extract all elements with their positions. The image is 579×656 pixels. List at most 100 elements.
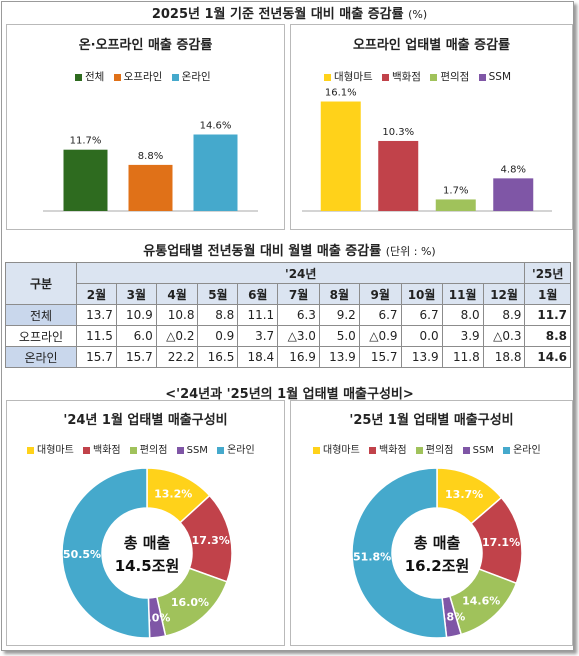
legend-swatch-total	[75, 73, 82, 81]
slice-label-1: 17.1%	[482, 536, 520, 549]
bar-2	[193, 134, 238, 211]
table-cell: 6.0	[115, 325, 157, 347]
bar-label-2: 1.7%	[443, 185, 468, 196]
table-cell: 13.7	[76, 304, 117, 326]
table-corner: 구분	[5, 262, 77, 305]
bar-2	[435, 199, 476, 211]
table-cell: 5.0	[318, 325, 360, 347]
pie-panel-2025: '25년 1월 업태별 매출구성비 대형마트 백화점 편의점 SSM 온라인 1…	[290, 400, 573, 646]
bar-1	[128, 164, 173, 211]
slice-label-0: 13.2%	[154, 488, 192, 501]
online-offline-title: 온·오프라인 매출 증감률	[78, 38, 213, 53]
bar-3	[493, 178, 534, 211]
table-cell: 8.0	[441, 304, 484, 326]
table-cell: △0.9	[358, 325, 402, 347]
legend-swatch-conv	[430, 73, 438, 81]
table-cell: 18.4	[237, 346, 279, 368]
slice-label-4: 50.5%	[63, 548, 101, 561]
month-header: 5월	[197, 283, 239, 305]
table-cell: 6.3	[277, 304, 320, 326]
pie-section-title: <'24년과 '25년의 1월 업태별 매출구성비>	[165, 387, 414, 402]
slice-label-0: 13.7%	[445, 488, 483, 501]
table-cell: △0.3	[482, 325, 526, 347]
slice-label-1: 17.3%	[192, 534, 230, 547]
legend-swatch-ssm	[478, 73, 486, 81]
table-cell: 16.5	[197, 346, 239, 368]
table-cell: 13.9	[400, 346, 443, 368]
legend-swatch-mart	[324, 73, 331, 81]
table-cell: 15.7	[358, 346, 402, 368]
month-header: 1월	[524, 283, 571, 305]
slice-4	[61, 467, 151, 639]
center-label-title: 총 매출	[124, 534, 171, 552]
table-cell: △0.2	[155, 325, 199, 347]
table-cell: 6.7	[400, 304, 443, 326]
offline-format-legend: 대형마트 백화점 편의점 SSM	[324, 69, 517, 84]
offline-format-title: 오프라인 업태별 매출 증감률	[352, 38, 511, 53]
bar-0	[320, 101, 361, 211]
table-year-row: 구분 '24년 '25년	[5, 262, 571, 305]
center-label-value: 16.2조원	[405, 557, 470, 575]
month-header: 8월	[318, 283, 360, 305]
center-label-title: 총 매출	[414, 534, 461, 552]
offline-format-panel: 오프라인 업태별 매출 증감률 대형마트 백화점 편의점 SSM 16.1% 10…	[290, 24, 573, 230]
table-cell: 3.9	[441, 325, 484, 347]
table-cell: 8.8	[197, 304, 239, 326]
row-label: 오프라인	[5, 325, 77, 347]
table-cell: △3.0	[277, 325, 320, 347]
table-cell: 6.7	[358, 304, 402, 326]
bar-1	[378, 140, 419, 211]
slice-label-4: 51.8%	[353, 551, 391, 564]
row-label: 온라인	[5, 346, 77, 368]
table-cell: 3.7	[237, 325, 279, 347]
table-cell: 11.5	[76, 325, 117, 347]
table-cell: 8.9	[482, 304, 526, 326]
online-offline-legend: 전체 오프라인 온라인	[75, 69, 217, 84]
year-header-25: '25년	[524, 262, 571, 284]
legend-swatch-dept	[381, 73, 389, 81]
table-cell: 0.0	[400, 325, 443, 347]
table-month-row: 2월 3월 4월 5월 6월 7월 8월 9월 10월 11월 12월 1월	[6, 283, 571, 305]
bar-label-0: 16.1%	[325, 88, 357, 99]
table-row: 전체 13.7 10.9 10.8 8.8 11.1 6.3 9.2 6.7 6.7 8.0 8.9 1…	[5, 304, 571, 326]
table-cell: 0.9	[197, 325, 239, 347]
month-header: 3월	[115, 283, 157, 305]
month-header: 2월	[76, 283, 117, 305]
month-header: 9월	[358, 283, 402, 305]
table-cell: 8.8	[524, 325, 571, 347]
online-offline-bar-chart: 11.7% 8.8% 14.6%	[43, 120, 258, 212]
bar-label-3: 4.8%	[501, 164, 526, 175]
table-cell: 14.6	[524, 346, 571, 368]
monthly-growth-table: 구분 '24년 '25년 2월 3월 4월 5월 6월 7월 8월 9월 10월 11월 12월 1월…	[5, 262, 571, 368]
month-header: 7월	[277, 283, 320, 305]
month-header: 4월	[155, 283, 199, 305]
bar-label-0: 11.7%	[70, 136, 102, 147]
bar-label-2: 14.6%	[200, 120, 232, 131]
table-cell: 22.2	[155, 346, 199, 368]
table-cell: 15.7	[76, 346, 117, 368]
month-header: 6월	[237, 283, 279, 305]
slice-label-2: 14.6%	[462, 595, 500, 608]
slice-4	[351, 467, 448, 639]
year-header-24: '24년	[75, 262, 526, 284]
pie-2024-legend: 대형마트 백화점 편의점 SSM 온라인	[27, 441, 261, 456]
table-cell: 18.8	[482, 346, 526, 368]
month-header: 12월	[482, 283, 526, 305]
table-cell: 11.8	[441, 346, 484, 368]
bar-label-1: 8.8%	[138, 151, 163, 162]
pie-panel-2024: '24년 1월 업태별 매출구성비 대형마트 백화점 편의점 SSM 온라인 1…	[6, 400, 285, 646]
bar-label-1: 10.3%	[382, 127, 414, 138]
main-title: 2025년 1월 기준 전년동월 대비 매출 증감률 (%)	[151, 7, 428, 22]
table-row: 오프라인 11.5 6.0 △0.2 0.9 3.7 △3.0 5.0 △0.9 0.0 3.9 △0…	[5, 325, 571, 347]
table-cell: 16.9	[277, 346, 320, 368]
table-cell: 9.2	[318, 304, 360, 326]
pie-2025-title: '25년 1월 업태별 매출구성비	[349, 413, 514, 428]
pie-2025-legend: 대형마트 백화점 편의점 SSM 온라인	[313, 441, 547, 456]
slice-label-2: 16.0%	[171, 596, 209, 609]
table-cell: 15.7	[115, 346, 157, 368]
table-cell: 10.9	[115, 304, 157, 326]
online-offline-panel: 온·오프라인 매출 증감률 전체 오프라인 온라인 11.7% 8.8% 14.6%	[6, 24, 285, 230]
table-cell: 11.7	[524, 304, 571, 326]
